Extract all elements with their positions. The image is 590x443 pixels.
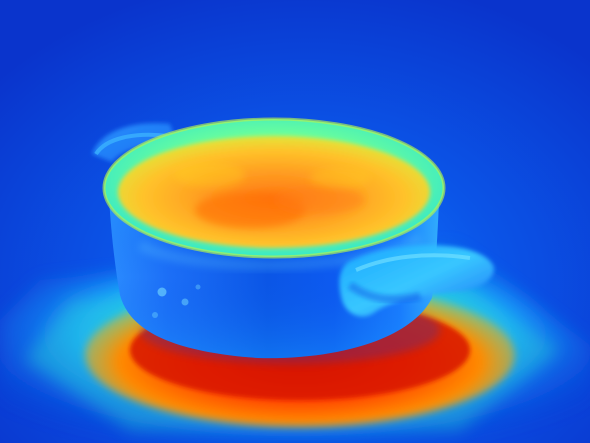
speck — [157, 287, 167, 297]
left-handle — [92, 123, 178, 162]
warm-patch — [175, 163, 245, 187]
warm-patch — [310, 168, 370, 188]
speck — [152, 312, 158, 318]
speck — [195, 284, 201, 290]
speck — [181, 298, 189, 306]
pot-rim — [102, 117, 446, 259]
right-handle — [339, 244, 494, 317]
hot-patch — [275, 186, 365, 214]
